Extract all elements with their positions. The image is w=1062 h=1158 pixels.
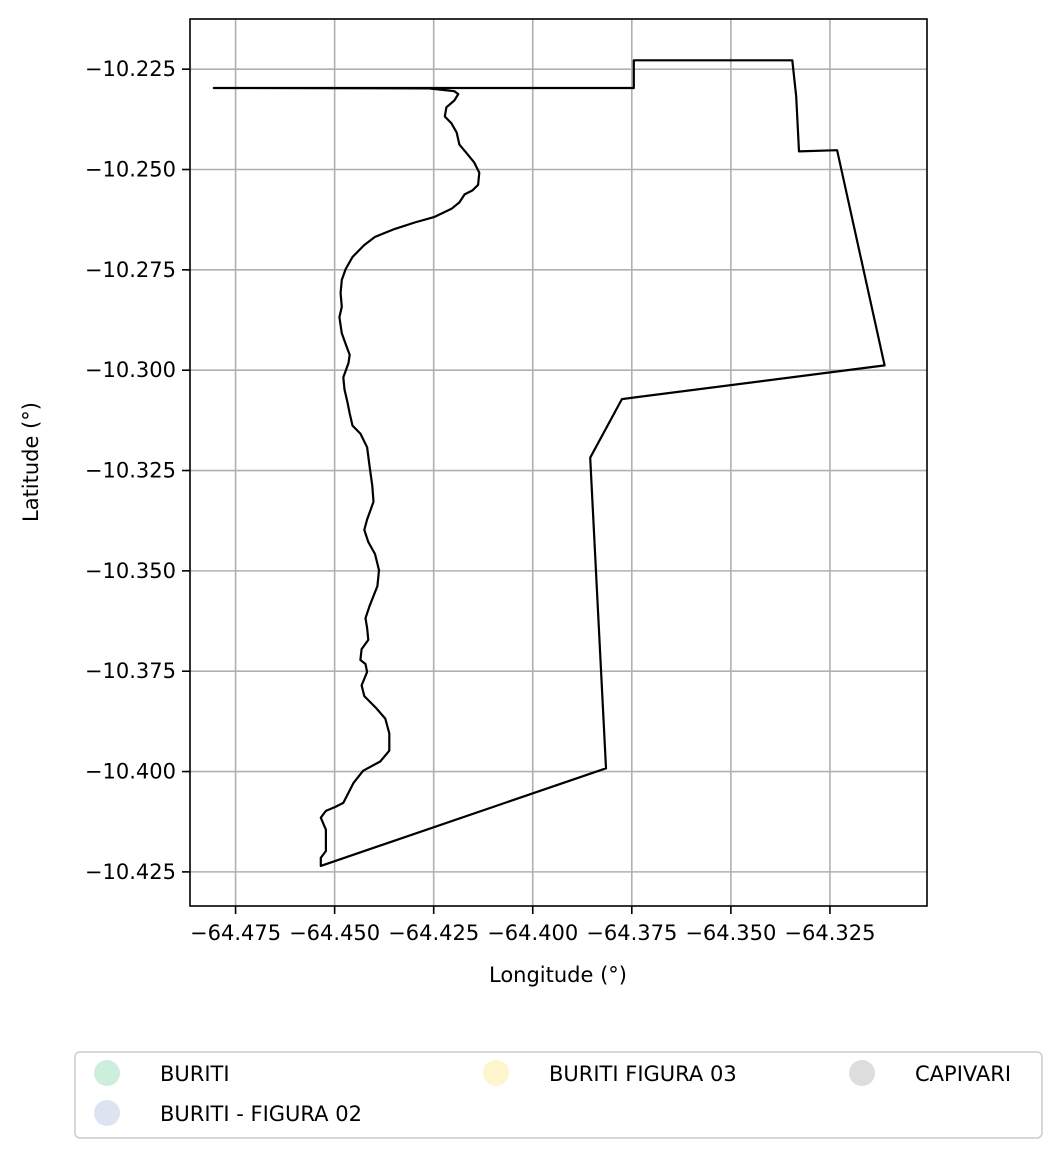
x-tick-label: −64.475 <box>190 921 281 945</box>
x-tick-label: −64.325 <box>784 921 875 945</box>
y-tick-label: −10.350 <box>85 559 176 583</box>
legend-entry-label: BURITI FIGURA 03 <box>549 1062 737 1086</box>
legend-marker <box>94 1100 120 1126</box>
map-boundary-shape <box>212 59 886 868</box>
x-tick-label: −64.425 <box>388 921 479 945</box>
legend-entry-label: BURITI <box>160 1062 230 1086</box>
x-tick-label: −64.375 <box>586 921 677 945</box>
y-axis-label: Latitude (°) <box>19 402 43 522</box>
x-tick-label: −64.350 <box>685 921 776 945</box>
legend-entry-label: CAPIVARI <box>915 1062 1011 1086</box>
legend: BURITI BURITI - FIGURA 02 BURITI FIGURA 03… <box>74 1051 1043 1139</box>
y-tick-label: −10.275 <box>85 258 176 282</box>
y-tick-label: −10.325 <box>85 459 176 483</box>
legend-marker <box>483 1060 509 1086</box>
x-axis-label: Longitude (°) <box>489 963 627 987</box>
legend-frame <box>74 1051 1043 1139</box>
y-tick-label: −10.225 <box>85 57 176 81</box>
y-tick-label: −10.300 <box>85 358 176 382</box>
plot-frame <box>189 18 928 907</box>
legend-marker <box>94 1060 120 1086</box>
x-tick-label: −64.450 <box>289 921 380 945</box>
axis-ticks: −64.475 −64.450 −64.425 −64.400 −64.375 −64.3… <box>85 57 876 945</box>
legend-marker <box>849 1060 875 1086</box>
grid <box>190 19 927 906</box>
legend-entry-label: BURITI - FIGURA 02 <box>160 1102 362 1126</box>
y-tick-label: −10.375 <box>85 659 176 683</box>
y-tick-label: −10.400 <box>85 760 176 784</box>
y-tick-label: −10.425 <box>85 860 176 884</box>
x-tick-label: −64.400 <box>487 921 578 945</box>
y-tick-label: −10.250 <box>85 158 176 182</box>
